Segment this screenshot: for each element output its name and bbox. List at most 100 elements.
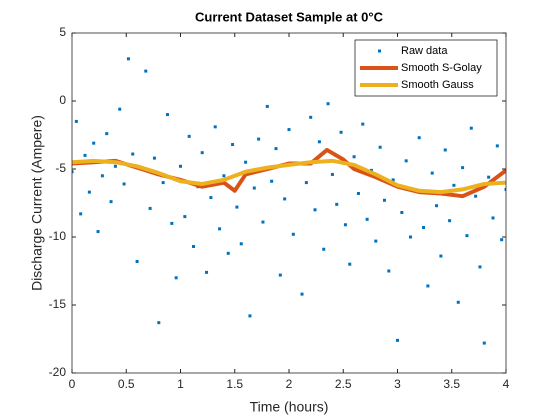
x-tick-label: 3	[394, 377, 401, 391]
data-point	[404, 159, 408, 163]
data-point	[200, 151, 204, 155]
data-point	[261, 220, 265, 224]
x-tick-label: 0.5	[118, 377, 135, 391]
data-point	[330, 172, 334, 176]
data-point	[309, 115, 313, 119]
data-point	[152, 156, 156, 160]
data-point	[396, 338, 399, 342]
data-point	[478, 265, 482, 269]
data-point	[218, 227, 222, 231]
data-point	[252, 186, 256, 190]
data-point	[365, 217, 369, 221]
data-point	[287, 128, 291, 132]
data-point	[387, 269, 391, 273]
data-point	[339, 130, 343, 134]
data-point	[213, 125, 217, 129]
data-point	[187, 134, 191, 138]
x-tick-label: 2.5	[335, 377, 352, 391]
data-point	[105, 132, 109, 136]
data-point	[226, 251, 230, 255]
y-tick-label: 5	[59, 25, 66, 39]
data-point	[83, 153, 87, 157]
data-point	[170, 221, 174, 225]
data-point	[209, 196, 213, 200]
y-axis-label: Discharge Current (Ampere)	[29, 115, 45, 291]
chart-title: Current Dataset Sample at 0°C	[195, 9, 384, 24]
x-tick-label: 2	[286, 377, 293, 391]
y-tick-label: -5	[55, 161, 66, 175]
x-tick-label: 1	[177, 377, 184, 391]
data-point	[87, 190, 91, 194]
data-point	[504, 187, 506, 191]
y-tick-label: -10	[49, 229, 67, 243]
data-point	[72, 170, 74, 174]
data-point	[326, 102, 330, 106]
data-point	[417, 136, 421, 140]
data-point	[265, 104, 269, 108]
data-point	[239, 242, 243, 246]
x-tick-label: 4	[503, 377, 510, 391]
data-point	[378, 145, 382, 149]
data-point	[118, 107, 122, 111]
data-point	[452, 183, 456, 187]
data-point	[144, 69, 148, 73]
legend-label: Smooth Gauss	[401, 79, 474, 91]
x-axis-label: Time (hours)	[250, 399, 329, 415]
y-tick-label: -20	[49, 365, 67, 379]
data-point	[361, 122, 365, 126]
y-tick-label: -15	[49, 297, 67, 311]
data-point	[257, 137, 261, 141]
data-point	[426, 284, 430, 288]
x-tick-label: 3.5	[443, 377, 460, 391]
data-point	[135, 259, 139, 263]
data-point	[109, 200, 113, 204]
data-point	[495, 144, 499, 148]
data-point	[348, 262, 352, 266]
data-point	[157, 321, 161, 325]
data-point	[248, 314, 252, 318]
data-point	[409, 235, 413, 239]
data-point	[205, 270, 209, 274]
data-point	[165, 113, 169, 117]
data-point	[96, 230, 100, 234]
data-point	[465, 234, 469, 238]
data-point	[443, 148, 447, 152]
data-point	[487, 175, 491, 179]
data-point	[100, 174, 104, 178]
data-point	[435, 204, 439, 208]
data-point	[474, 194, 478, 198]
data-point	[231, 143, 235, 147]
data-point	[439, 254, 443, 258]
data-point	[113, 164, 117, 168]
data-point	[374, 239, 378, 243]
data-point	[274, 147, 278, 151]
data-point	[291, 232, 295, 236]
data-point	[335, 202, 339, 206]
data-point	[244, 160, 248, 164]
data-point	[382, 198, 386, 202]
data-point	[122, 182, 126, 186]
data-point	[148, 206, 152, 210]
data-point	[283, 197, 287, 201]
y-tick-label: 0	[59, 93, 66, 107]
data-point	[131, 152, 135, 156]
data-point	[491, 216, 495, 220]
data-point	[352, 155, 356, 159]
data-point	[300, 292, 304, 296]
data-point	[317, 140, 321, 144]
data-point	[235, 205, 239, 209]
x-tick-label: 1.5	[226, 377, 243, 391]
data-point	[500, 238, 504, 242]
data-point	[456, 300, 460, 304]
plot-layer	[72, 57, 506, 345]
data-point	[161, 181, 165, 185]
data-point	[343, 223, 347, 227]
data-point	[482, 341, 486, 345]
data-point	[183, 215, 187, 219]
legend-label: Smooth S-Golay	[401, 62, 482, 74]
data-point	[448, 219, 452, 223]
data-point	[400, 211, 404, 215]
data-point	[192, 245, 196, 249]
data-point	[469, 126, 473, 130]
